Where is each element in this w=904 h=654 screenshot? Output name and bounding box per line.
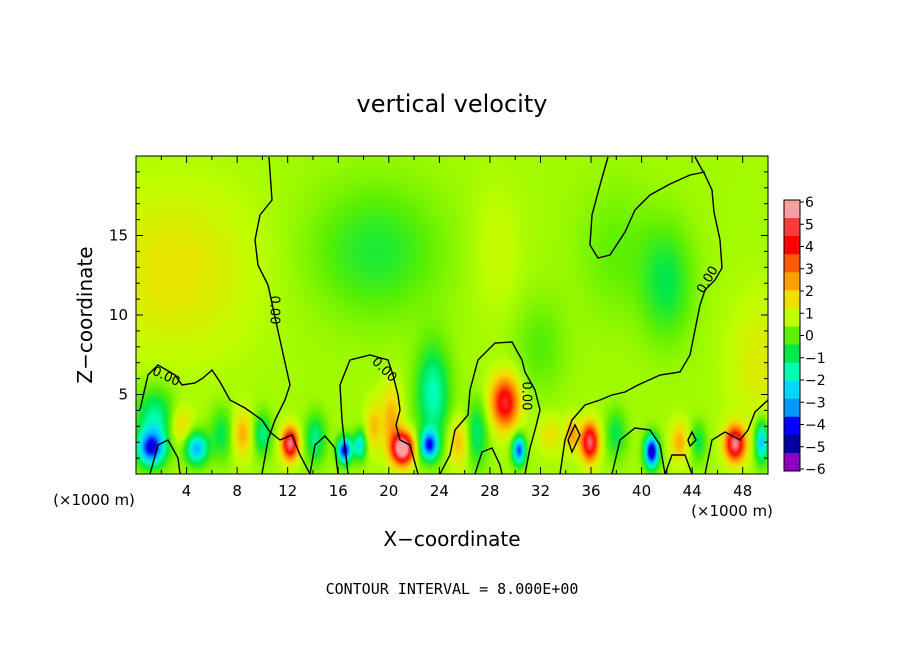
colorbar-swatch <box>784 290 800 309</box>
colorbar-swatch <box>784 200 800 219</box>
colorbar-tick-label: −6 <box>805 462 826 478</box>
x-tick-label: 20 <box>379 482 398 500</box>
x-tick-label: 8 <box>232 482 242 500</box>
colorbar-tick-label: −4 <box>805 418 826 434</box>
colorbar-swatch <box>784 236 800 255</box>
x-units-left: (×1000 m) <box>53 491 135 509</box>
y-tick-label: 15 <box>109 227 128 245</box>
contour-line <box>149 439 181 474</box>
contour-line <box>589 156 706 259</box>
colorbar-swatch <box>784 272 800 291</box>
colorbar-tick-label: 2 <box>805 284 814 300</box>
colorbar-tick-label: 3 <box>805 262 814 278</box>
x-tick-label: 24 <box>430 482 449 500</box>
colorbar-tick-label: −5 <box>805 440 826 456</box>
colorbar-swatch <box>784 326 800 346</box>
x-axis-label: X−coordinate <box>383 527 520 551</box>
contour-label: 0.00 <box>267 296 282 325</box>
x-tick-label: 44 <box>683 482 702 500</box>
y-axis-label: Z−coordinate <box>73 246 97 383</box>
x-axis-ticks: 4 8 12 16 20 24 28 32 36 40 44 48 <box>160 156 752 500</box>
colorbar-swatch <box>784 398 800 418</box>
colorbar-swatch <box>784 254 800 273</box>
x-tick-label: 36 <box>581 482 600 500</box>
y-tick-label: 10 <box>109 306 128 324</box>
colorbar-tick-label: 5 <box>805 217 814 233</box>
contour-line <box>704 399 768 474</box>
contour-line <box>687 430 697 448</box>
y-tick-label: 5 <box>118 386 128 404</box>
colorbar-swatch <box>784 452 800 472</box>
colorbar-swatch <box>784 344 800 364</box>
contour-line <box>139 364 311 474</box>
x-tick-label: 16 <box>329 482 348 500</box>
contour-line <box>309 434 339 474</box>
zero-contour-lines <box>139 156 768 474</box>
x-tick-label: 32 <box>531 482 550 500</box>
colorbar-tick-label: −1 <box>805 351 826 367</box>
colorbar-swatch <box>784 308 800 327</box>
contour-line <box>611 427 666 474</box>
colorbar-swatch <box>784 362 800 382</box>
y-axis-ticks: 5 10 15 <box>109 171 768 459</box>
colorbar-tick-label: −3 <box>805 395 826 411</box>
chart-title: vertical velocity <box>357 90 548 118</box>
colorbar-tick-label: 4 <box>805 240 814 256</box>
colorbar-swatch <box>784 218 800 237</box>
contour-line <box>339 354 419 474</box>
plot-area: 0.000.00 0.000.000.00 <box>135 155 769 475</box>
colorbar-tick-label: 0 <box>805 329 814 345</box>
x-tick-label: 48 <box>733 482 752 500</box>
velocity-field <box>136 156 768 474</box>
x-units-right: (×1000 m) <box>691 502 773 520</box>
contour-line <box>664 454 693 474</box>
contour-line <box>567 423 581 454</box>
colorbar-tick-label: 6 <box>805 195 814 211</box>
x-tick-label: 12 <box>278 482 297 500</box>
contour-line <box>559 156 723 474</box>
colorbar: 6 5 4 3 2 1 0 −1 −2 −3 −4 −5 −6 <box>783 195 826 478</box>
colorbar-swatch <box>784 380 800 400</box>
contour-line <box>474 447 503 474</box>
x-tick-label: 4 <box>182 482 192 500</box>
contour-line <box>439 341 541 474</box>
contour-label: 0.00 <box>519 382 534 411</box>
contour-line <box>254 156 291 474</box>
colorbar-tick-label: 1 <box>805 306 814 322</box>
colorbar-swatch <box>784 416 800 436</box>
colorbar-swatch <box>784 434 800 454</box>
colorbar-tick-label: −2 <box>805 373 826 389</box>
contour-interval-note: CONTOUR INTERVAL = 8.000E+00 <box>326 580 579 598</box>
x-tick-label: 40 <box>632 482 651 500</box>
x-tick-label: 28 <box>480 482 499 500</box>
